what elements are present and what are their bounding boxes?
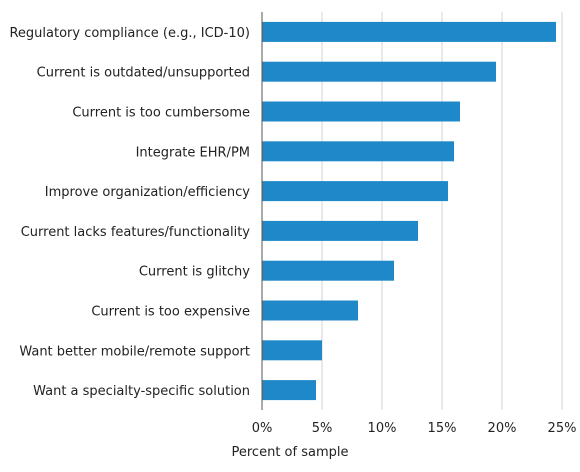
category-label: Want better mobile/remote support <box>19 344 250 359</box>
bar <box>262 340 322 361</box>
category-label: Current is outdated/unsupported <box>37 66 250 81</box>
x-tick-label: 10% <box>368 421 397 436</box>
bar <box>262 300 358 321</box>
category-label: Improve organization/efficiency <box>45 185 251 200</box>
bar <box>262 141 454 162</box>
category-label: Current lacks features/functionality <box>21 225 251 240</box>
bar <box>262 101 460 122</box>
category-label: Current is glitchy <box>139 265 250 280</box>
bar <box>262 260 394 281</box>
bar <box>262 181 448 202</box>
category-label: Regulatory compliance (e.g., ICD-10) <box>9 26 250 41</box>
bars <box>262 21 556 401</box>
bar <box>262 21 556 42</box>
x-tick-label: 25% <box>548 421 577 436</box>
x-tick-label: 0% <box>252 421 273 436</box>
category-label: Want a specialty-specific solution <box>33 384 250 399</box>
x-axis-title: Percent of sample <box>232 445 349 460</box>
bar <box>262 61 496 82</box>
category-labels: Regulatory compliance (e.g., ICD-10) Curr… <box>9 26 250 399</box>
category-label: Integrate EHR/PM <box>136 145 250 160</box>
x-tick-label: 20% <box>488 421 517 436</box>
bar <box>262 220 418 241</box>
x-tick-label: 5% <box>312 421 333 436</box>
category-label: Current is too expensive <box>91 305 250 320</box>
x-tick-labels: 0% 5% 10% 15% 20% 25% <box>252 421 577 436</box>
x-tick-label: 15% <box>428 421 457 436</box>
bar <box>262 380 316 401</box>
category-label: Current is too cumbersome <box>72 106 250 121</box>
